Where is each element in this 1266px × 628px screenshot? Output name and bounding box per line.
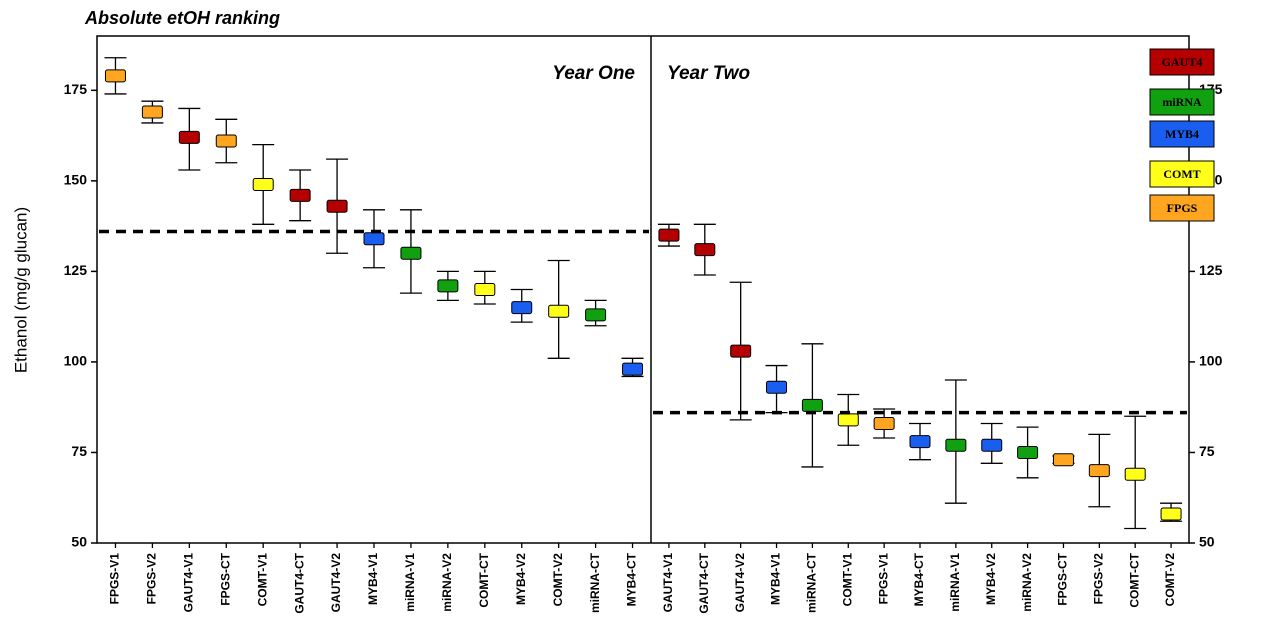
mean-box xyxy=(694,243,716,257)
mean-box xyxy=(252,177,274,191)
mean-box xyxy=(474,283,496,296)
legend-label: MYB4 xyxy=(1165,127,1199,141)
x-tick-label: FPGS-V1 xyxy=(108,553,122,605)
y-tick-label: 100 xyxy=(64,353,88,369)
y2-tick-label: 50 xyxy=(1199,534,1215,550)
y-tick-label: 150 xyxy=(64,172,88,188)
x-tick-label: miRNA-V1 xyxy=(948,553,962,612)
legend-label: GAUT4 xyxy=(1162,55,1203,69)
panel-label: Year One xyxy=(552,63,635,84)
legend-label: COMT xyxy=(1163,167,1200,181)
mean-box xyxy=(1124,467,1146,481)
legend-swatch xyxy=(1149,160,1215,188)
y-axis-label: Ethanol (mg/g glucan) xyxy=(11,207,30,373)
x-tick-label: MYB4-CT xyxy=(625,552,639,606)
legend-label: miRNA xyxy=(1162,95,1202,109)
x-tick-label: FPGS-CT xyxy=(1056,552,1070,605)
mean-box xyxy=(1160,507,1182,521)
x-tick-label: COMT-CT xyxy=(1127,552,1141,607)
mean-box xyxy=(511,301,533,315)
mean-box xyxy=(730,344,752,358)
mean-box xyxy=(141,105,163,119)
x-tick-label: FPGS-V2 xyxy=(145,553,159,605)
x-tick-label: FPGS-V1 xyxy=(876,553,890,605)
x-tick-label: COMT-V2 xyxy=(551,553,565,607)
mean-box xyxy=(801,398,823,412)
mean-box xyxy=(622,362,644,376)
x-tick-label: MYB4-V1 xyxy=(769,553,783,605)
x-tick-label: GAUT4-V2 xyxy=(329,553,343,613)
y-tick-label: 50 xyxy=(71,534,87,550)
x-tick-label: MYB4-V2 xyxy=(514,553,528,605)
mean-box xyxy=(363,232,385,246)
x-tick-label: GAUT4-V1 xyxy=(661,553,675,613)
mean-box xyxy=(1052,453,1074,467)
x-tick-label: miRNA-V2 xyxy=(440,553,454,612)
mean-box xyxy=(548,304,570,318)
mean-box xyxy=(1017,445,1039,459)
plot-frame xyxy=(96,35,1190,544)
x-tick-label: FPGS-CT xyxy=(218,552,232,605)
panel-label: Year Two xyxy=(667,63,750,84)
x-tick-label: miRNA-CT xyxy=(805,552,819,613)
y-tick-label: 175 xyxy=(64,81,88,97)
legend-swatch xyxy=(1149,48,1215,76)
x-tick-label: GAUT4-V1 xyxy=(182,553,196,613)
y2-tick-label: 125 xyxy=(1199,262,1223,278)
mean-box xyxy=(1088,464,1110,478)
mean-box xyxy=(945,438,967,452)
x-tick-label: COMT-V1 xyxy=(840,553,854,607)
mean-box xyxy=(766,380,788,394)
mean-box xyxy=(658,228,680,242)
legend-swatch xyxy=(1149,194,1215,222)
x-tick-label: miRNA-V1 xyxy=(403,553,417,612)
x-tick-label: GAUT4-CT xyxy=(292,552,306,613)
legend-label: FPGS xyxy=(1167,201,1198,215)
x-tick-label: GAUT4-CT xyxy=(697,552,711,613)
mean-box xyxy=(909,435,931,449)
y-tick-label: 75 xyxy=(71,443,87,459)
mean-box xyxy=(178,130,200,144)
x-tick-label: miRNA-V2 xyxy=(1020,553,1034,612)
mean-box xyxy=(437,279,459,293)
mean-box xyxy=(104,69,126,83)
y2-tick-label: 100 xyxy=(1199,353,1223,369)
legend-swatch xyxy=(1149,120,1215,148)
x-tick-label: COMT-V2 xyxy=(1163,553,1177,607)
x-tick-label: GAUT4-V2 xyxy=(733,553,747,613)
y2-tick-label: 75 xyxy=(1199,443,1215,459)
y-tick-label: 125 xyxy=(64,262,88,278)
x-tick-label: miRNA-CT xyxy=(588,552,602,613)
mean-box xyxy=(873,416,895,430)
mean-box xyxy=(837,413,859,427)
x-tick-label: MYB4-V2 xyxy=(984,553,998,605)
mean-box xyxy=(289,188,311,202)
x-tick-label: MYB4-V1 xyxy=(366,553,380,605)
mean-box xyxy=(400,246,422,260)
x-tick-label: COMT-V1 xyxy=(255,553,269,607)
legend-swatch xyxy=(1149,88,1215,116)
mean-box xyxy=(981,438,1003,452)
x-tick-label: MYB4-CT xyxy=(912,552,926,606)
x-tick-label: FPGS-V2 xyxy=(1092,553,1106,605)
mean-box xyxy=(326,199,348,213)
mean-box xyxy=(585,308,607,322)
chart-title: Absolute etOH ranking xyxy=(84,8,280,28)
mean-box xyxy=(215,134,237,148)
x-tick-label: COMT-CT xyxy=(477,552,491,607)
